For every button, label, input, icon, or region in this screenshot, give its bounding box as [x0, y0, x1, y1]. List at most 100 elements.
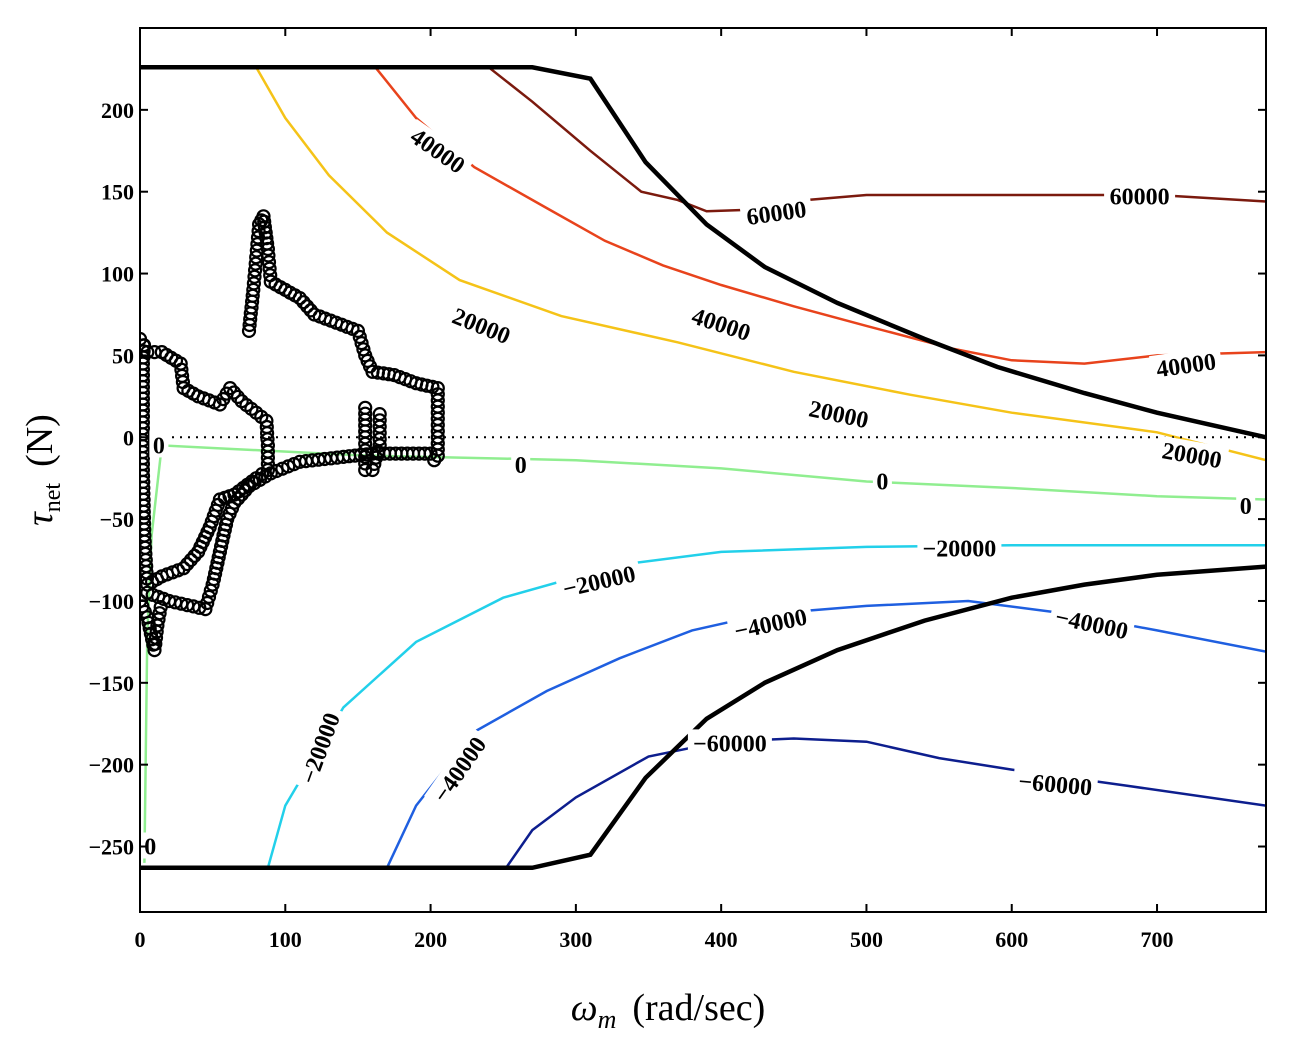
contour-label-bg [683, 300, 760, 347]
scatter-point [354, 336, 369, 351]
contour-label: −60000 [693, 731, 767, 757]
contour-label-bg [149, 431, 169, 458]
contour-label-bg [1148, 346, 1223, 383]
x-tick-label: 200 [414, 927, 447, 952]
scatter-point [246, 276, 261, 291]
contour-label-bg [401, 118, 475, 181]
contour-line-40000 [374, 66, 1266, 365]
y-tick-label: 150 [101, 180, 134, 205]
contour-label-group: −20000 [555, 558, 643, 603]
scatter-point [201, 589, 217, 605]
scatter-point [372, 407, 387, 422]
scatter-point [262, 261, 277, 276]
contour-label-bg [443, 299, 520, 351]
contour-label: −40000 [1053, 605, 1130, 646]
contour-label-group: 0 [511, 451, 531, 479]
scatter-point [358, 436, 373, 451]
x-tick-label: 600 [995, 927, 1028, 952]
y-tick-label: −250 [88, 835, 134, 860]
scatter-point [261, 255, 277, 270]
y-tick-label: −150 [88, 671, 134, 696]
contour-label-group: 20000 [443, 299, 520, 351]
contour-label-bg [1154, 435, 1230, 474]
plot-frame [139, 27, 1267, 913]
contour-label-bg [872, 467, 892, 494]
contour-label: 0 [153, 433, 165, 459]
scatter-point [234, 487, 249, 502]
scatter-point [365, 462, 380, 478]
scatter-point [183, 552, 198, 568]
scatter-point [296, 295, 311, 310]
scatter-point [248, 256, 263, 271]
contour-line-20000 [255, 66, 1266, 462]
x-axis-symbol: ω [571, 987, 598, 1029]
contour-label-bg [917, 534, 1002, 561]
scatter-point [260, 241, 275, 257]
contour-label-group: 40000 [683, 300, 760, 347]
contour-line-0 [143, 444, 1266, 863]
y-tick-label: 200 [101, 98, 134, 123]
contour-label-group: 0 [140, 832, 160, 861]
lower-limit-line [140, 564, 1266, 871]
x-tick-label: 700 [1141, 927, 1174, 952]
contour-label-group: 20000 [1154, 435, 1230, 474]
scatter-point [227, 495, 242, 510]
contour-label-group: −20000 [917, 534, 1002, 563]
contour-label: 60000 [1110, 185, 1170, 211]
scatter-point [191, 544, 206, 560]
contour-label-bg [424, 727, 494, 811]
contour-label: −20000 [923, 537, 997, 563]
contour-label-bg [687, 729, 772, 756]
y-tick-label: −50 [99, 507, 134, 532]
contour-label-bg [1104, 182, 1176, 209]
contour-label-bg [739, 194, 814, 230]
scatter-point [430, 448, 445, 463]
contour-label: 20000 [807, 396, 871, 434]
scatter-point [223, 381, 238, 396]
contour-label: 40000 [405, 124, 469, 180]
scatter-point [352, 329, 367, 345]
scatter-point [367, 456, 382, 471]
scatter-point [230, 389, 245, 404]
y-axis-symbol: τ [19, 511, 61, 526]
contour-line-neg20000 [266, 544, 1266, 869]
contour-label-bg [1048, 601, 1136, 645]
y-axis-title: τnet (N) [19, 414, 66, 526]
axis-ticks: 0 100 200 300 400 500 600 700−250−200−150−100−5… [88, 28, 1266, 952]
contour-label: −20000 [296, 710, 346, 788]
contour-label-group: 20000 [801, 393, 877, 434]
scatter-point [140, 338, 152, 353]
contour-label-group: 60000 [739, 194, 814, 231]
operating-points-scatter [140, 209, 445, 658]
x-tick-label: 500 [850, 927, 883, 952]
scatter-point [153, 599, 168, 615]
x-axis-subscript: m [598, 1005, 617, 1034]
x-tick-label: 400 [705, 927, 738, 952]
contour-label: 20000 [448, 304, 513, 351]
x-axis-unit: (rad/sec) [632, 987, 765, 1029]
contour-label-group: 0 [1236, 492, 1256, 520]
contour-labels: 40000 60000 60000 20000 40000 40000 20000 20000… [140, 118, 1256, 861]
scatter-point [200, 595, 215, 611]
y-tick-label: 50 [112, 343, 134, 368]
contour-label-bg [511, 451, 531, 478]
contour-label-group: 60000 [1104, 182, 1176, 211]
contour-label-group: −40000 [1048, 601, 1136, 646]
contour-label-bg [140, 832, 160, 859]
contour-label-group: 40000 [1148, 346, 1223, 383]
y-axis-subscript: net [40, 483, 66, 513]
contour-label: 0 [515, 453, 527, 479]
contour-line-neg60000 [505, 737, 1266, 869]
contour-label-group: 40000 [401, 118, 475, 181]
scatter-point [198, 601, 213, 617]
scatter-point [231, 491, 246, 506]
contour-label-group: −60000 [1012, 766, 1099, 801]
x-tick-label: 0 [135, 927, 146, 952]
scatter-point [238, 483, 253, 498]
contour-label-bg [1236, 492, 1256, 518]
contour-label: 0 [144, 835, 156, 861]
contour-line-60000 [487, 66, 1266, 213]
contour-label-group: −60000 [687, 729, 772, 757]
y-tick-label: 100 [101, 262, 134, 287]
